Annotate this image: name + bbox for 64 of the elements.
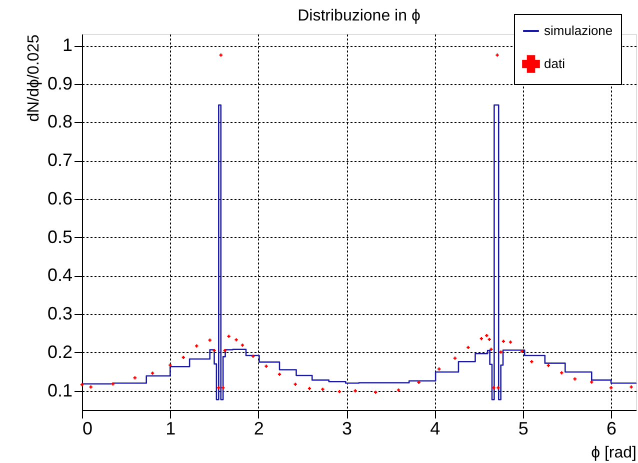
y-tick-label: 0.4: [47, 265, 72, 286]
x-tick-label: 5: [518, 418, 528, 438]
point: [150, 372, 154, 375]
y-tick-label: 0.6: [47, 188, 72, 208]
point: [240, 344, 244, 347]
point: [251, 354, 255, 358]
x-axis-title: ϕ [rad]: [591, 444, 636, 462]
point: [354, 389, 357, 392]
point: [590, 380, 594, 384]
point: [630, 385, 633, 389]
point: [374, 390, 378, 394]
point: [208, 338, 212, 342]
point: [492, 386, 496, 390]
point: [264, 364, 268, 368]
point: [573, 377, 576, 381]
y-tick-label: 0.3: [47, 304, 72, 324]
point: [223, 348, 226, 352]
y-tick-label: 0.1: [47, 380, 72, 400]
point: [321, 388, 324, 391]
point: [219, 54, 222, 57]
y-tick-label: 0.7: [47, 150, 72, 170]
y-axis-title: dN/dϕ/0.025: [25, 34, 42, 122]
x-tick-label: 2: [254, 418, 264, 438]
point: [490, 348, 493, 351]
point: [168, 364, 172, 367]
point: [195, 344, 198, 348]
chart-title: Distribuzione in ϕ: [298, 8, 420, 24]
point: [212, 348, 216, 352]
x-tick-label: 4: [430, 418, 440, 438]
point: [466, 346, 470, 350]
point: [480, 337, 483, 340]
legend-label: dati: [544, 56, 566, 71]
y-tick-label: 1: [62, 35, 72, 56]
point: [560, 371, 564, 374]
point: [453, 356, 457, 360]
x-tick-label: 3: [342, 418, 352, 438]
point: [294, 382, 297, 386]
x-tick-label: 1: [166, 418, 176, 438]
x-tick-label: 0: [82, 418, 93, 438]
point: [499, 350, 502, 354]
point: [609, 386, 613, 390]
point: [133, 376, 136, 380]
point: [530, 360, 534, 364]
point: [502, 340, 506, 343]
legend-label: simulazione: [544, 23, 613, 38]
y-tick-label: 0.8: [47, 112, 72, 132]
point: [234, 338, 238, 342]
point: [278, 372, 282, 376]
point: [496, 386, 500, 390]
point: [111, 382, 114, 386]
point: [485, 334, 488, 338]
point: [221, 386, 225, 390]
point: [217, 386, 220, 390]
point: [227, 334, 230, 338]
point: [496, 54, 499, 57]
point: [80, 383, 84, 386]
point: [520, 350, 524, 353]
y-tick-label: 0.9: [47, 73, 72, 94]
point: [488, 338, 491, 341]
point: [417, 380, 420, 384]
x-tick-label: 6: [606, 418, 617, 438]
y-tick-label: 0.2: [47, 342, 72, 362]
y-tick-label: 0.5: [47, 226, 72, 247]
point: [89, 385, 92, 389]
